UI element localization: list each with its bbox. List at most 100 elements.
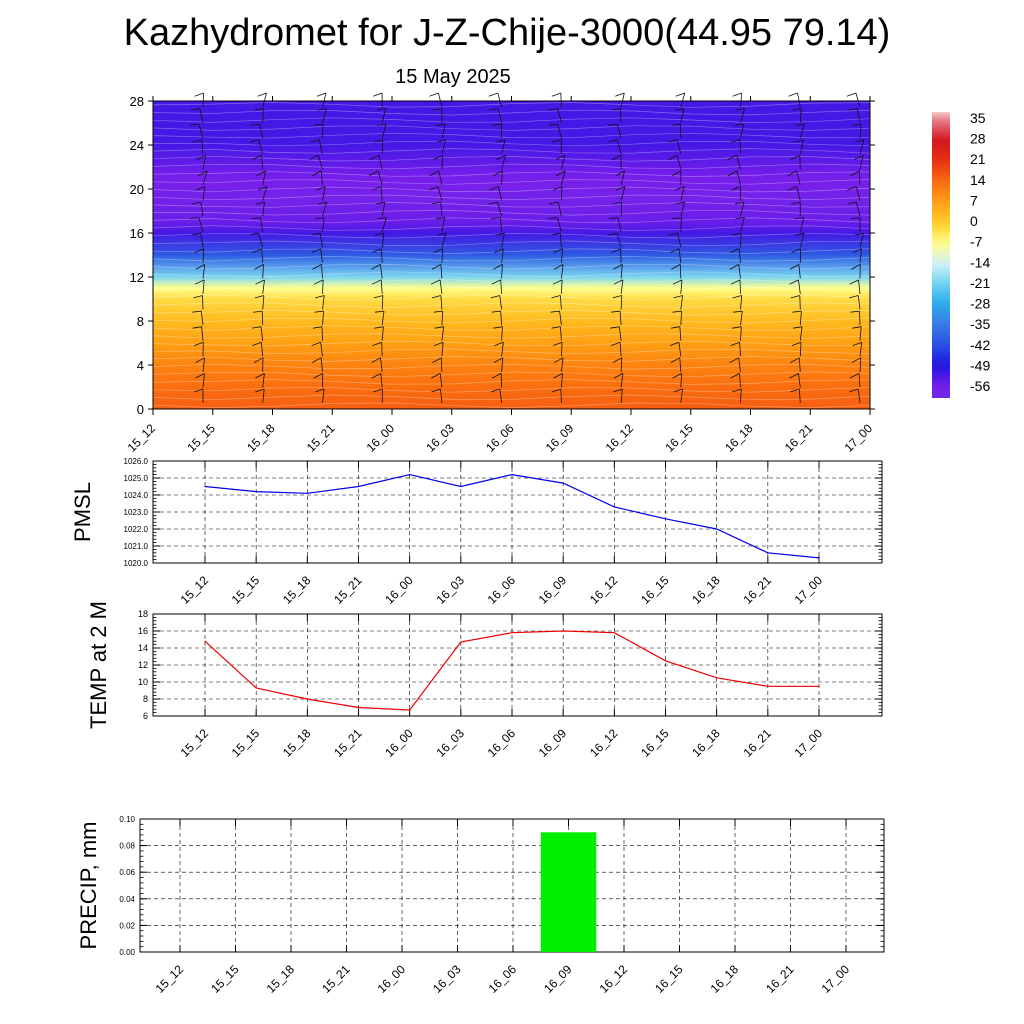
contour-line: [152, 140, 871, 147]
wind-barb: [310, 139, 323, 154]
wind-barb: [548, 108, 562, 123]
data-point: [818, 685, 820, 687]
contour-line: [152, 340, 871, 347]
wind-barb: [553, 357, 564, 372]
x-tick-label: 16_09: [536, 726, 570, 760]
wind-barb: [372, 92, 383, 108]
data-point: [767, 552, 769, 554]
wind-barb: [493, 357, 504, 372]
wind-barb: [612, 357, 623, 372]
wind-barb: [612, 295, 623, 310]
wind-barb: [610, 341, 622, 357]
wind-barb: [548, 217, 562, 232]
y-tick-label: 16: [130, 226, 144, 241]
data-point: [613, 632, 615, 634]
wind-barb: [789, 264, 801, 279]
wind-barb: [552, 279, 563, 294]
y-tick-label: 0.02: [119, 921, 135, 930]
wind-barb: [608, 217, 622, 232]
data-point: [460, 641, 462, 643]
x-tick-label: 17_00: [792, 573, 826, 607]
wind-barb: [316, 92, 327, 108]
wind-barb: [673, 295, 683, 310]
wind-barb: [194, 341, 204, 357]
wind-barb: [372, 248, 383, 263]
wind-barb: [675, 92, 686, 108]
wind-barb: [195, 279, 205, 294]
wind-barb: [852, 248, 862, 263]
contour-line: [152, 302, 871, 308]
wind-barb: [551, 388, 562, 404]
heatmap-field: [153, 101, 870, 409]
x-tick-label: 15_18: [280, 726, 314, 760]
wind-barb: [491, 217, 502, 232]
wind-barb: [788, 92, 801, 108]
contour-line: [152, 179, 871, 185]
colorbar-label: -21: [970, 275, 990, 291]
wind-barb: [672, 373, 682, 388]
wind-barb: [613, 388, 623, 404]
wind-barb: [257, 186, 268, 201]
wind-barb: [496, 154, 506, 170]
contour-line: [152, 217, 871, 224]
colorbar-label: -49: [970, 357, 990, 373]
y-tick-label: 1022.0: [124, 525, 149, 534]
wind-barb: [314, 310, 324, 326]
colorbar-label: -42: [970, 337, 990, 353]
wind-barb: [311, 248, 323, 263]
wind-barb: [491, 279, 502, 294]
wind-barb: [195, 357, 205, 372]
wind-barb: [668, 154, 682, 170]
x-tick-label: 16_03: [433, 573, 467, 607]
wind-barb: [253, 357, 264, 372]
wind-barb: [373, 388, 383, 404]
y-tick-label: 14: [138, 643, 148, 653]
wind-barb: [489, 108, 502, 123]
y-tick-label: 4: [137, 358, 144, 373]
wind-barb: [727, 154, 741, 170]
colorbar-label: 35: [970, 110, 986, 126]
contour-line: [152, 386, 871, 393]
x-tick-label: 15_12: [125, 421, 159, 455]
contour-line: [152, 264, 871, 270]
contour-line: [152, 363, 871, 370]
contour-line: [152, 194, 871, 201]
wind-barb: [732, 295, 743, 310]
x-tick-label: 16_12: [597, 962, 631, 996]
y-tick-label: 1024.0: [124, 491, 149, 500]
contour-line: [152, 210, 871, 216]
contour-line: [152, 356, 871, 362]
wind-barb: [672, 279, 683, 294]
wind-barb: [371, 357, 383, 372]
wind-barb: [195, 264, 206, 279]
wind-barb: [192, 326, 204, 341]
wind-barb: [488, 201, 502, 217]
wind-barb: [436, 139, 447, 154]
panel-frame: [139, 818, 885, 953]
wind-barb: [615, 186, 626, 201]
data-point: [664, 518, 667, 520]
data-point: [306, 492, 308, 494]
wind-barb: [317, 108, 327, 123]
data-point: [511, 474, 513, 476]
y-tick-label: 0.08: [119, 842, 135, 851]
x-tick-label: 16_18: [689, 573, 723, 607]
y-tick-label: 8: [143, 694, 148, 704]
wind-barb: [851, 357, 862, 372]
wind-barb: [675, 186, 685, 201]
wind-barb: [792, 310, 802, 326]
wind-barb: [194, 92, 204, 108]
wind-barb: [849, 388, 861, 404]
wind-barb: [612, 201, 623, 217]
wind-barb: [309, 154, 323, 170]
x-tick-label: 16_09: [543, 421, 577, 455]
wind-barb: [373, 139, 384, 154]
wind-barb: [787, 170, 801, 186]
wind-barb: [669, 248, 682, 263]
wind-barb: [789, 279, 801, 294]
wind-barb: [371, 373, 383, 388]
contour-line: [152, 202, 871, 208]
x-tick-label: 15_18: [264, 962, 298, 996]
wind-barb: [551, 326, 562, 341]
y-tick-label: 0.10: [119, 815, 135, 824]
